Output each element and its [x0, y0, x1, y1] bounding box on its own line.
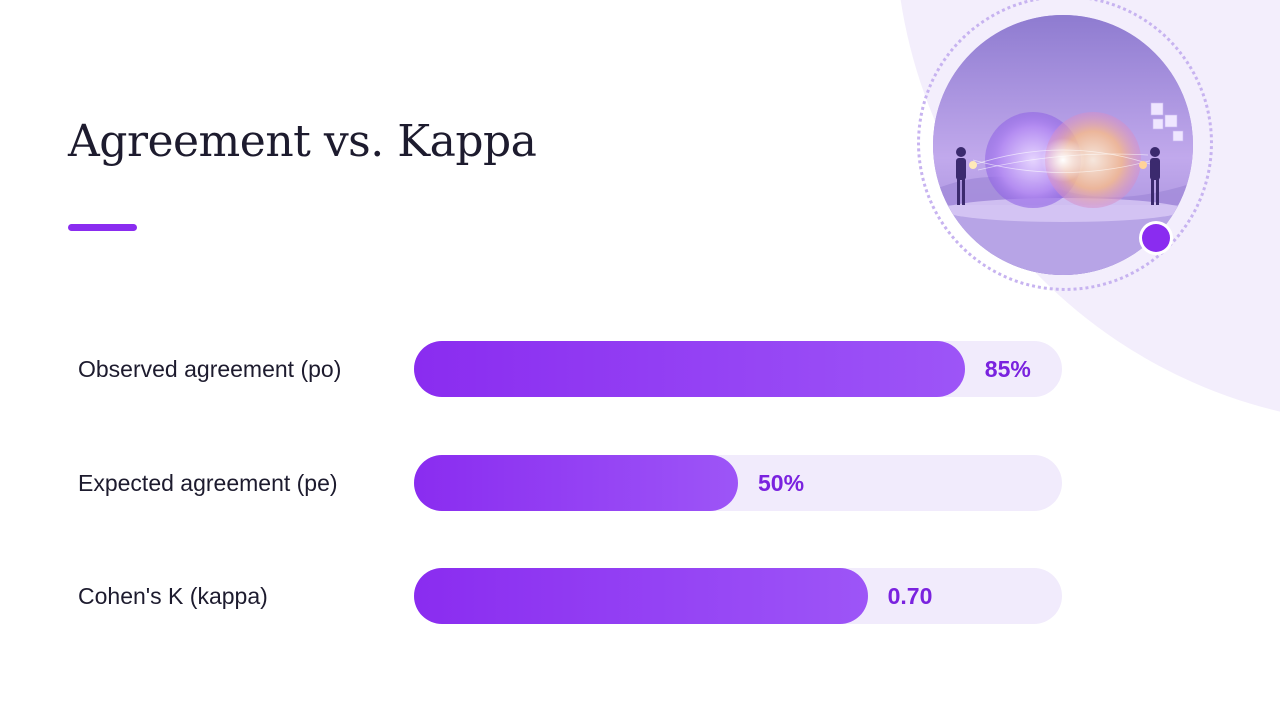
- bar-fill: [414, 568, 868, 624]
- bar-track: [414, 341, 1062, 397]
- bar-row-expected-agreement: Expected agreement (pe) 50%: [0, 455, 1280, 511]
- bar-track: [414, 455, 1062, 511]
- bar-value-label: 85%: [984, 356, 1031, 382]
- bar-label: Cohen's K (kappa): [78, 583, 268, 609]
- bar-value-label: 50%: [758, 470, 805, 496]
- bar-fill: [414, 341, 965, 397]
- bar-label: Observed agreement (po): [78, 356, 342, 382]
- bar-fill: [414, 455, 738, 511]
- dotted-ring: [917, 0, 1213, 291]
- bar-row-cohens-kappa: Cohen's K (kappa) 0.70: [0, 568, 1280, 624]
- bar-value-label: 0.70: [887, 583, 933, 609]
- slide-title: Agreement vs. Kappa: [68, 116, 537, 167]
- bar-row-observed-agreement: Observed agreement (po) 85%: [0, 341, 1280, 397]
- bar-label: Expected agreement (pe): [78, 470, 338, 496]
- bar-track: [414, 568, 1062, 624]
- accent-dot: [1142, 224, 1170, 252]
- title-underline: [68, 224, 137, 231]
